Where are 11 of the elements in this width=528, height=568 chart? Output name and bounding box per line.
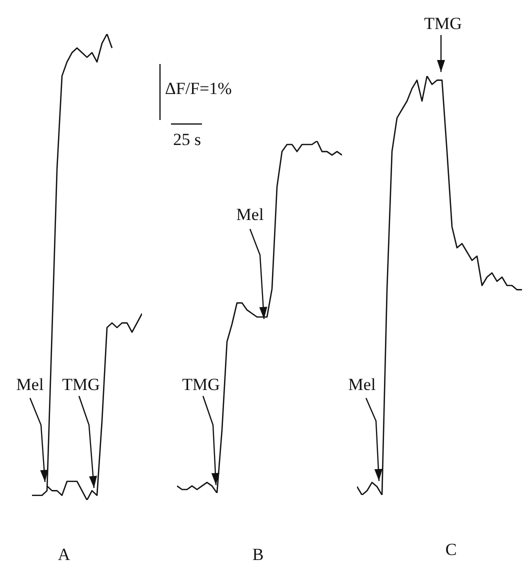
- annotation: Mel: [236, 205, 264, 224]
- text: C: [445, 540, 457, 559]
- text: A: [58, 545, 71, 564]
- annotation: TMG: [62, 375, 100, 394]
- annotation: 25 s: [173, 130, 201, 149]
- annotation: Mel: [348, 375, 376, 394]
- annotation: TMG: [182, 375, 220, 394]
- text: ΔF/F=1%: [165, 79, 232, 98]
- text: TMG: [424, 14, 462, 33]
- text: B: [252, 545, 264, 564]
- annotation: Mel: [16, 375, 44, 394]
